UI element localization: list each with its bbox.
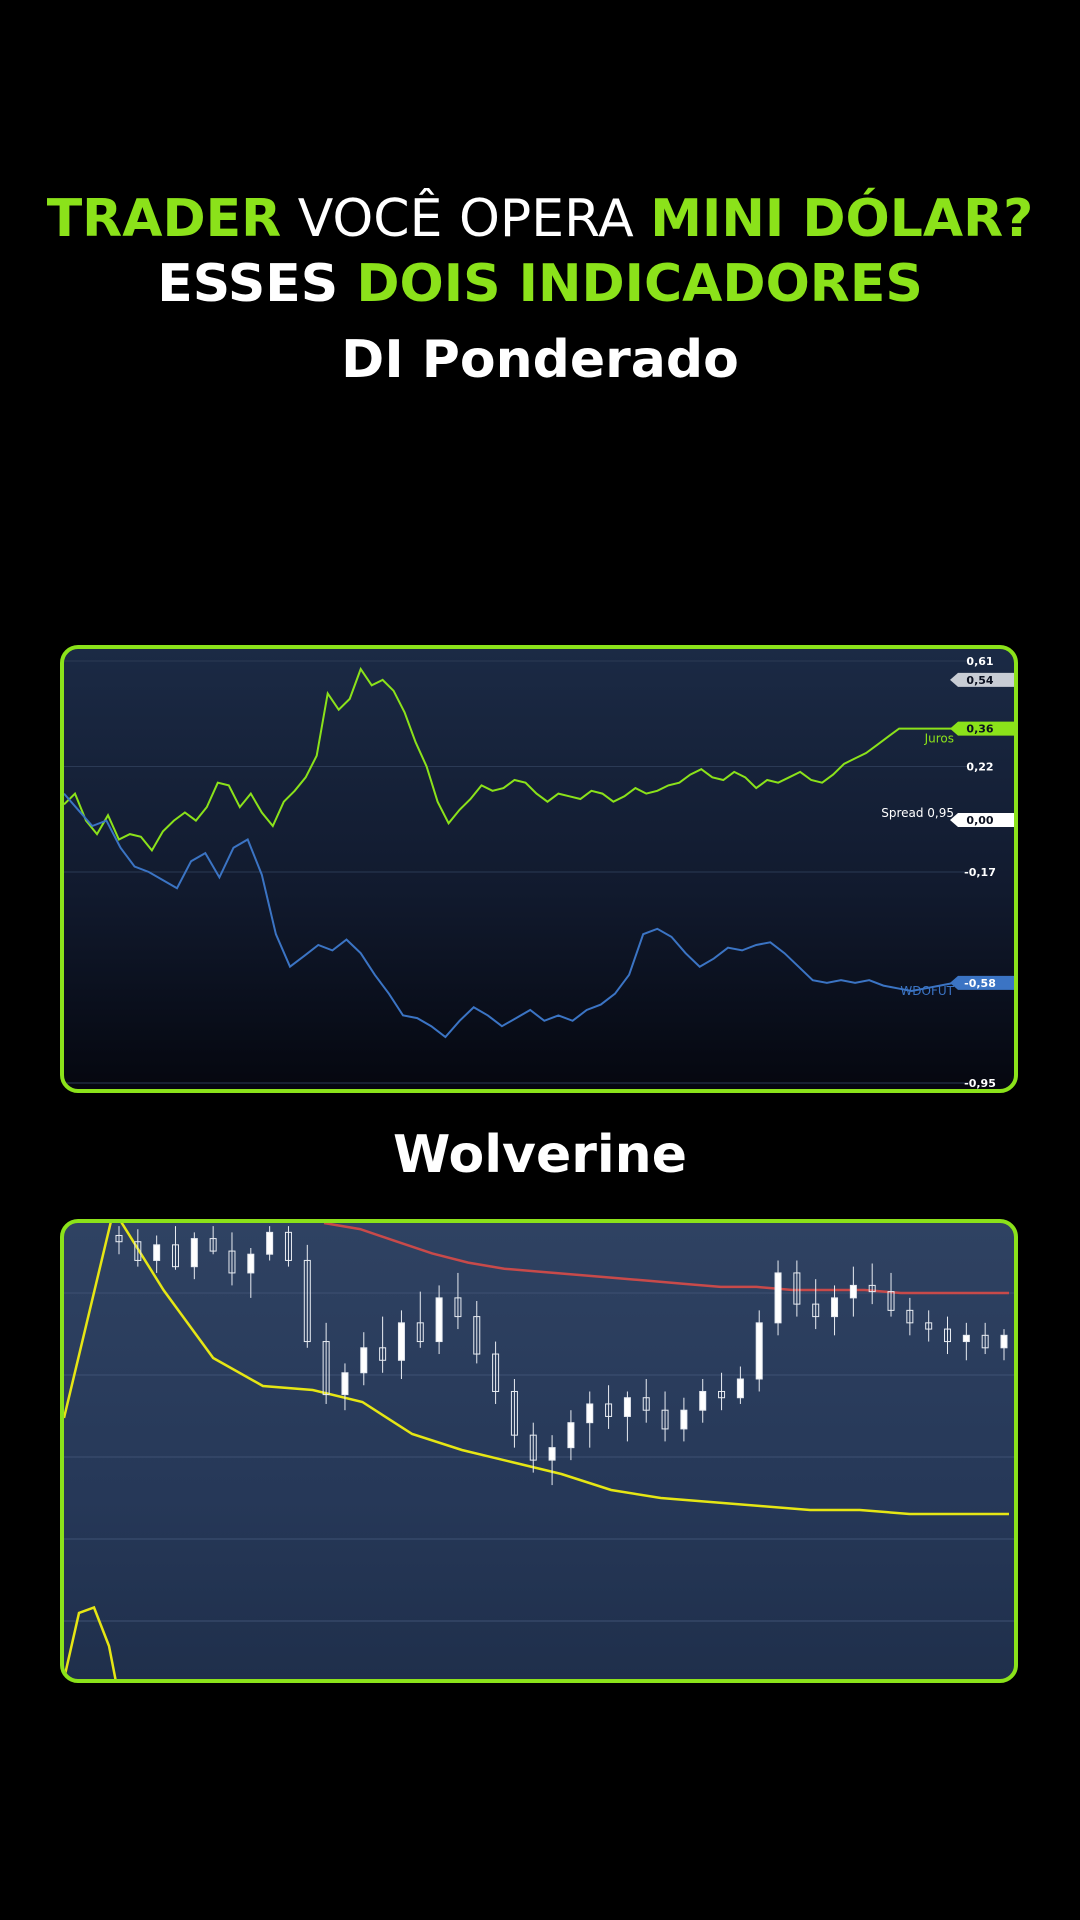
- candle-body: [454, 1297, 462, 1318]
- y-tick-label: 0,22: [966, 761, 993, 774]
- candle-body: [548, 1447, 556, 1461]
- candle-body: [134, 1241, 142, 1261]
- candle-body: [303, 1259, 311, 1343]
- candle-body: [247, 1253, 255, 1274]
- candle-body: [416, 1322, 424, 1343]
- zero-value-label: 0,00: [966, 814, 993, 827]
- series-line-wdofut: [64, 792, 955, 1039]
- headline-dois-indicadores: DOIS INDICADORES: [356, 254, 923, 314]
- candle-body: [492, 1353, 500, 1392]
- candle-body: [793, 1272, 801, 1305]
- candle-body: [322, 1341, 330, 1396]
- band-line-lower2: [64, 1605, 117, 1679]
- candle-body: [887, 1291, 895, 1311]
- candle-body: [341, 1372, 349, 1396]
- candle-body: [397, 1322, 405, 1361]
- candle-body: [623, 1397, 631, 1417]
- candle-body: [849, 1284, 857, 1299]
- upper-value-tag: [950, 672, 1014, 687]
- wolverine-title: Wolverine: [393, 1125, 687, 1185]
- last-value-label-juros: 0,36: [966, 723, 993, 736]
- headline-line-1: TRADER VOCÊ OPERA MINI DÓLAR?: [0, 185, 1080, 253]
- candle-body: [228, 1250, 236, 1274]
- series-line-juros: [64, 666, 954, 853]
- di-ponderado-svg: 0,61 0,22 -0,17 -0,95 Juros 0,36 WDOFUT -0,58 0,…: [64, 655, 1014, 1089]
- y-tick-label: -0,95: [964, 1077, 996, 1089]
- candle-body: [736, 1378, 744, 1399]
- spread-label: Spread 0,95: [881, 806, 954, 820]
- candle-body: [266, 1231, 274, 1255]
- candle-body: [586, 1403, 594, 1424]
- headline-trader: TRADER: [46, 189, 282, 249]
- candle-body: [699, 1390, 707, 1411]
- headline-esses: ESSES: [157, 254, 357, 314]
- series-name-juros: Juros: [924, 732, 954, 746]
- upper-value-label: 0,54: [966, 674, 993, 687]
- candle-body: [284, 1231, 292, 1261]
- y-tick-label: 0,61: [966, 655, 993, 668]
- candle-body: [473, 1316, 481, 1355]
- di-ponderado-title: DI Ponderado: [341, 330, 739, 390]
- headline-voce-opera: VOCÊ OPERA: [281, 189, 651, 249]
- wolverine-svg: [64, 1223, 1014, 1679]
- candle-body: [718, 1390, 726, 1399]
- candle-body: [906, 1309, 914, 1324]
- wolverine-chart: [60, 1219, 1018, 1683]
- candle-body: [755, 1322, 763, 1380]
- candle-body: [831, 1297, 839, 1318]
- candle-body: [209, 1238, 217, 1252]
- candle-body: [510, 1390, 518, 1436]
- candle-body: [171, 1244, 179, 1268]
- candle-body: [812, 1303, 820, 1318]
- candle-body: [529, 1434, 537, 1461]
- candle-body: [379, 1347, 387, 1361]
- candle-body: [962, 1334, 970, 1343]
- candle-body: [661, 1409, 669, 1430]
- candle-body: [642, 1397, 650, 1411]
- candle-body: [435, 1297, 443, 1343]
- candle-body: [190, 1238, 198, 1268]
- candle-body: [925, 1322, 933, 1330]
- band-line-lower: [64, 1223, 1009, 1516]
- last-value-label-wdofut: -0,58: [964, 977, 996, 990]
- headline-line-2: ESSES DOIS INDICADORES: [0, 250, 1080, 318]
- candle-body: [1000, 1334, 1008, 1349]
- candle-body: [868, 1284, 876, 1293]
- last-value-tag-wdofut: [950, 975, 1014, 990]
- zero-value-tag: [950, 813, 1014, 828]
- candle-body: [153, 1244, 161, 1261]
- band-line-upper: [323, 1223, 1009, 1295]
- candle-body: [360, 1347, 368, 1374]
- candle-body: [567, 1422, 575, 1449]
- candle-body: [981, 1334, 989, 1349]
- candle-body: [115, 1234, 123, 1243]
- y-tick-label: -0,17: [964, 866, 996, 879]
- candle-body: [774, 1272, 782, 1324]
- candle-body: [605, 1403, 613, 1417]
- headline-mini-dolar: MINI DÓLAR?: [650, 189, 1034, 249]
- candle-body: [680, 1409, 688, 1430]
- last-value-tag-juros: [950, 721, 1014, 736]
- di-ponderado-chart: 0,61 0,22 -0,17 -0,95 Juros 0,36 WDOFUT -0,58 0,…: [60, 645, 1018, 1093]
- candle-body: [944, 1328, 952, 1343]
- series-name-wdofut: WDOFUT: [900, 984, 954, 998]
